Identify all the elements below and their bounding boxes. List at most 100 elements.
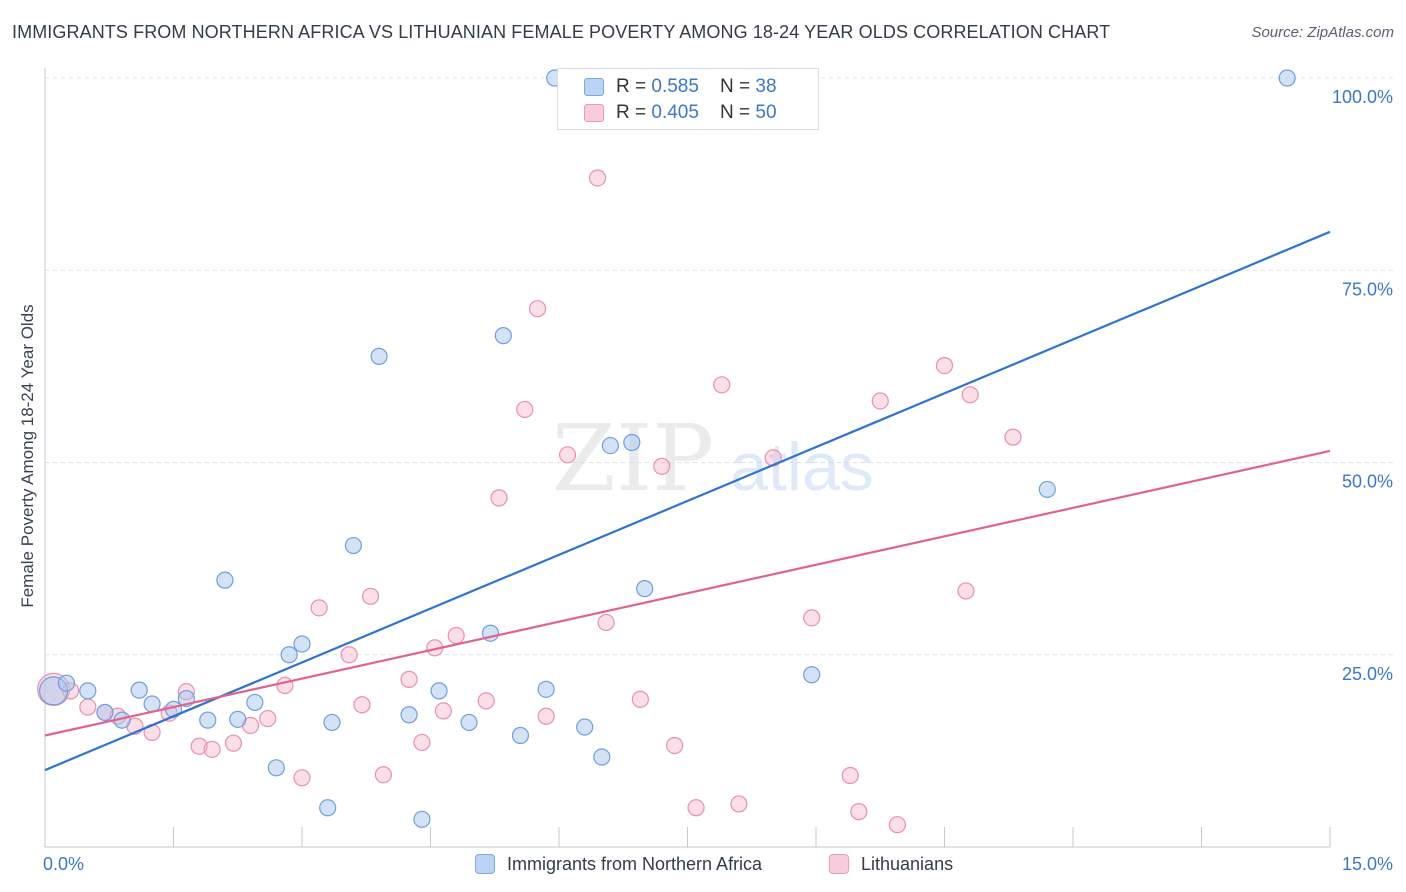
data-point-lithuanians xyxy=(276,676,294,695)
data-point-lithuanians xyxy=(413,733,431,752)
data-point-lithuanians xyxy=(224,734,243,752)
data-point-lithuanians xyxy=(888,816,906,834)
y-tick-label: 100.0% xyxy=(1332,87,1393,107)
data-point-immigrants xyxy=(216,571,234,589)
legend-swatch-pink xyxy=(829,854,849,874)
watermark: ZIP atlas xyxy=(552,405,874,512)
legend-r-value: 0.585 xyxy=(651,76,699,97)
x-tick-label: 15.0% xyxy=(1342,854,1393,874)
gridlines xyxy=(45,77,1395,656)
data-point-lithuanians xyxy=(400,670,418,688)
data-point-lithuanians xyxy=(353,696,371,714)
data-point-immigrants xyxy=(229,710,247,728)
data-point-immigrants xyxy=(460,713,478,732)
legend-label-lithuanians: Lithuanians xyxy=(861,853,954,874)
data-point-immigrants xyxy=(623,433,641,452)
data-point-immigrants xyxy=(199,711,217,729)
data-point-lithuanians xyxy=(687,799,705,817)
data-point-immigrants xyxy=(57,674,76,692)
data-point-immigrants xyxy=(537,680,555,698)
data-point-immigrants xyxy=(430,682,448,700)
watermark-zip: ZIP xyxy=(552,405,714,512)
data-point-immigrants xyxy=(96,703,114,722)
data-point-lithuanians xyxy=(558,446,577,464)
legend-swatch-pink xyxy=(584,104,604,122)
data-point-lithuanians xyxy=(588,169,607,187)
data-point-immigrants xyxy=(319,799,337,817)
data-point-lithuanians xyxy=(850,803,868,821)
data-point-lithuanians xyxy=(631,690,649,708)
data-point-lithuanians xyxy=(653,457,671,475)
data-point-lithuanians xyxy=(1004,428,1022,446)
axes xyxy=(44,68,1331,848)
data-point-lithuanians xyxy=(961,386,979,404)
data-point-lithuanians xyxy=(528,300,547,318)
data-point-lithuanians xyxy=(447,626,465,645)
data-point-immigrants xyxy=(280,646,298,664)
data-point-immigrants xyxy=(601,436,620,455)
data-point-immigrants xyxy=(494,327,512,345)
legend-swatch-blue xyxy=(584,78,604,96)
legend-r-label: R = xyxy=(616,102,652,123)
data-point-lithuanians xyxy=(803,609,821,627)
data-point-lithuanians xyxy=(361,587,380,605)
data-point-immigrants xyxy=(1038,480,1056,499)
data-point-lithuanians xyxy=(841,766,859,785)
series-legend: Immigrants from Northern Africa Lithuani… xyxy=(0,851,1406,877)
legend-r-value: 0.405 xyxy=(651,102,699,123)
data-point-immigrants xyxy=(413,810,431,828)
data-point-lithuanians xyxy=(871,392,889,410)
data-point-lithuanians xyxy=(957,582,975,600)
chart-source: Source: ZipAtlas.com xyxy=(1251,24,1394,41)
data-point-immigrants xyxy=(803,666,821,684)
trendlines xyxy=(44,230,1331,772)
data-point-immigrants xyxy=(511,726,530,745)
data-point-immigrants xyxy=(293,635,311,653)
data-point-lithuanians xyxy=(516,400,534,419)
y-tick-label: 75.0% xyxy=(1342,279,1393,299)
series-immigrants-points xyxy=(38,69,1296,828)
data-point-immigrants xyxy=(246,693,264,712)
tick-labels: 25.0% 50.0% 75.0% 100.0% 0.0% 15.0% xyxy=(43,87,1393,874)
chart-title: IMMIGRANTS FROM NORTHERN AFRICA VS LITHU… xyxy=(12,22,1111,42)
data-point-immigrants xyxy=(130,681,148,699)
data-point-lithuanians xyxy=(259,709,277,728)
legend-n-label: N = xyxy=(720,102,756,123)
data-point-lithuanians xyxy=(666,736,684,755)
data-point-lithuanians xyxy=(293,769,311,787)
data-point-lithuanians xyxy=(434,702,452,720)
y-tick-label: 50.0% xyxy=(1342,472,1393,492)
watermark-atlas: atlas xyxy=(730,429,874,505)
data-point-lithuanians xyxy=(935,357,954,375)
data-point-lithuanians xyxy=(310,599,328,617)
data-point-immigrants xyxy=(79,682,97,700)
data-point-immigrants xyxy=(370,347,388,365)
legend-label-immigrants: Immigrants from Northern Africa xyxy=(507,853,763,874)
data-point-lithuanians xyxy=(374,766,392,784)
data-point-lithuanians xyxy=(79,698,97,716)
stats-legend: R = 0.585 N = 38 R = 0.405 N = 50 xyxy=(557,68,819,130)
series-lithuanians-points xyxy=(36,169,1022,834)
data-point-lithuanians xyxy=(203,740,221,758)
legend-item-immigrants: Immigrants from Northern Africa xyxy=(475,851,762,877)
legend-n-value: 38 xyxy=(755,76,777,97)
data-point-immigrants xyxy=(400,706,418,724)
data-point-immigrants xyxy=(576,718,594,736)
legend-r-label: R = xyxy=(616,76,652,97)
legend-item-lithuanians: Lithuanians xyxy=(829,851,953,877)
data-point-lithuanians xyxy=(597,613,615,632)
x-tick-label: 0.0% xyxy=(43,854,84,874)
data-point-immigrants xyxy=(593,748,611,766)
data-point-lithuanians xyxy=(477,692,495,710)
legend-n-value: 50 xyxy=(755,102,777,123)
data-point-lithuanians xyxy=(490,489,508,507)
data-point-immigrants xyxy=(267,759,285,777)
trendline-immigrants xyxy=(44,230,1331,772)
legend-n-label: N = xyxy=(720,76,756,97)
trendline-lithuanians xyxy=(44,449,1331,737)
data-point-lithuanians xyxy=(730,795,748,813)
data-point-immigrants xyxy=(1278,69,1296,87)
data-point-lithuanians xyxy=(340,646,358,664)
data-point-immigrants xyxy=(636,580,654,598)
